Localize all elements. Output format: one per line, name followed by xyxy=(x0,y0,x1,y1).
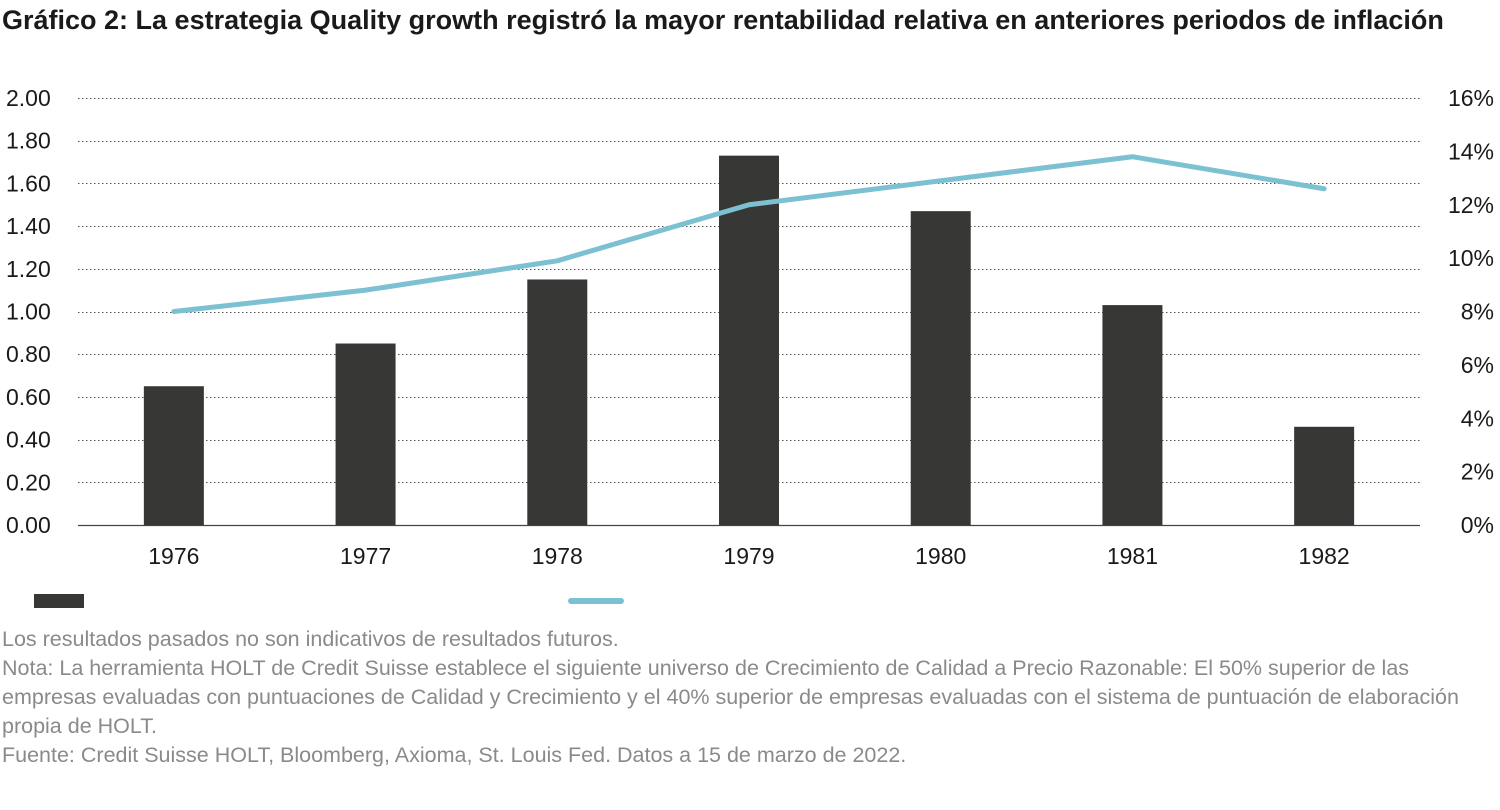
disclaimer-note: Los resultados pasados no son indicativo… xyxy=(2,627,619,651)
legend-bar-swatch xyxy=(34,594,84,608)
gridlines xyxy=(78,98,1420,527)
x-tick-label: 1981 xyxy=(1107,543,1158,569)
x-tick-label: 1978 xyxy=(532,543,583,569)
left-tick-label: 0.20 xyxy=(6,469,51,495)
left-tick-label: 2.00 xyxy=(6,85,51,111)
left-tick-label: 1.40 xyxy=(6,213,51,239)
x-tick-label: 1980 xyxy=(915,543,966,569)
chart-title: Gráfico 2: La estrategia Quality growth … xyxy=(2,5,1444,35)
right-axis-ticks: 0% 2% 4% 6% 8% 10% 12% 14% 16% xyxy=(1448,85,1494,538)
bar-1976 xyxy=(143,386,204,525)
right-tick-label: 6% xyxy=(1461,352,1494,378)
x-tick-label: 1979 xyxy=(723,543,774,569)
bar-1980 xyxy=(910,211,971,525)
left-axis-ticks: 0.00 0.20 0.40 0.60 0.80 1.00 1.20 1.40 1.60 1.80… xyxy=(6,85,51,538)
left-tick-label: 0.00 xyxy=(6,512,51,538)
bar-series xyxy=(143,155,1355,525)
bar-1978 xyxy=(527,279,588,525)
right-tick-label: 2% xyxy=(1461,459,1494,485)
combo-chart: 0.00 0.20 0.40 0.60 0.80 1.00 1.20 1.40 1.60 1.80… xyxy=(6,85,1494,569)
left-tick-label: 0.60 xyxy=(6,384,51,410)
bar-1977 xyxy=(335,343,396,525)
right-tick-label: 12% xyxy=(1448,192,1494,218)
methodology-note: Nota: La herramienta HOLT de Credit Suis… xyxy=(2,656,1459,738)
footnotes: Los resultados pasados no son indicativo… xyxy=(2,625,1497,770)
x-tick-label: 1982 xyxy=(1299,543,1350,569)
left-tick-label: 1.00 xyxy=(6,299,51,325)
left-tick-label: 1.80 xyxy=(6,128,51,154)
right-tick-label: 8% xyxy=(1461,299,1494,325)
right-tick-label: 4% xyxy=(1461,405,1494,431)
x-tick-label: 1976 xyxy=(148,543,199,569)
bar-1979 xyxy=(719,155,779,525)
right-tick-label: 0% xyxy=(1461,512,1494,538)
right-tick-label: 16% xyxy=(1448,85,1494,111)
left-tick-label: 0.40 xyxy=(6,427,51,453)
left-tick-label: 0.80 xyxy=(6,341,51,367)
line-series xyxy=(171,154,1327,314)
legend-line-swatch xyxy=(568,598,624,604)
right-tick-label: 10% xyxy=(1448,245,1494,271)
x-tick-label: 1977 xyxy=(340,543,391,569)
right-tick-label: 14% xyxy=(1448,138,1494,164)
bar-1982 xyxy=(1294,426,1355,525)
x-axis-ticks: 1976 1977 1978 1979 1980 1981 1982 xyxy=(148,543,1349,569)
left-tick-label: 1.60 xyxy=(6,170,51,196)
inflation-line xyxy=(171,154,1327,314)
source-note: Fuente: Credit Suisse HOLT, Bloomberg, A… xyxy=(2,743,907,767)
bar-1981 xyxy=(1102,305,1163,525)
left-tick-label: 1.20 xyxy=(6,256,51,282)
